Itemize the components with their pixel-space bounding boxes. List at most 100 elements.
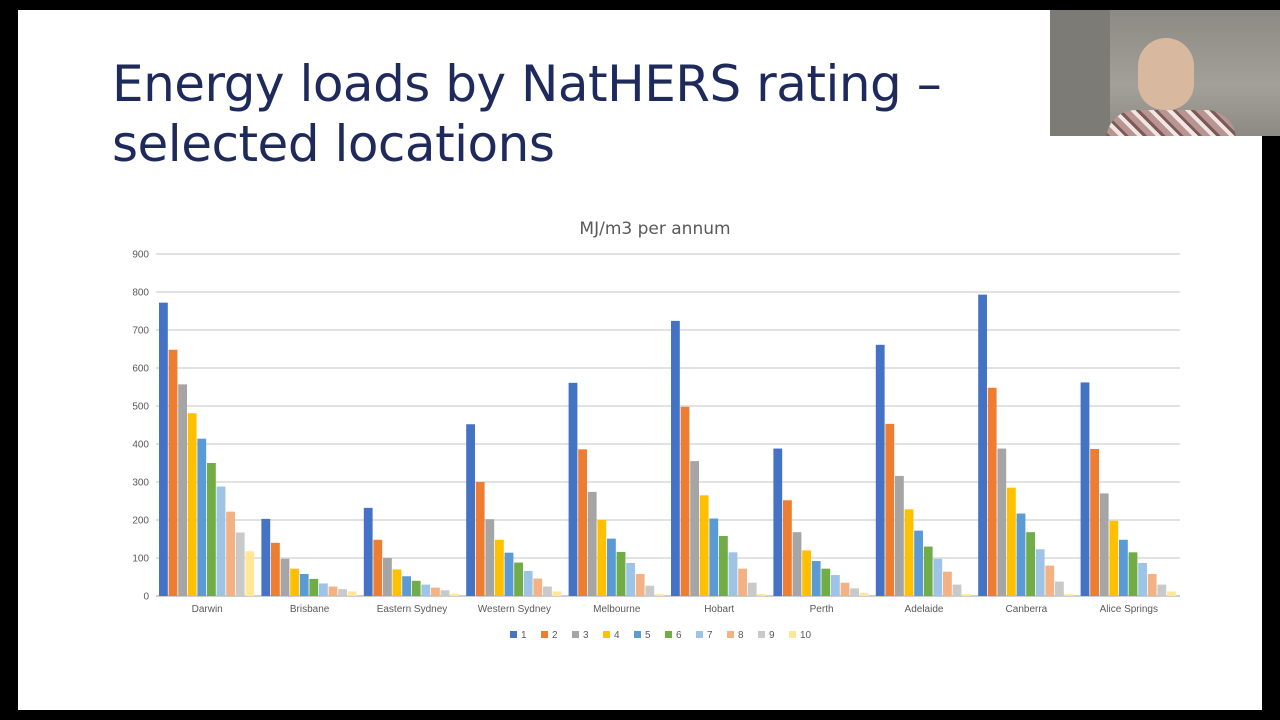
bar (952, 584, 962, 596)
legend-swatch (572, 631, 579, 638)
bar (914, 530, 923, 596)
bar (987, 387, 997, 596)
bar (309, 578, 319, 596)
presenter-head (1138, 38, 1194, 110)
bar (1064, 594, 1074, 596)
bar (671, 320, 680, 596)
bar (402, 576, 411, 596)
legend: 1 2 3 4 5 6 7 8 9 10 (510, 630, 812, 641)
bar (338, 589, 347, 596)
bar (1035, 549, 1045, 596)
y-axis-ticks: 0 100 200 300 400 500 600 700 800 900 (132, 250, 149, 603)
bar (1147, 573, 1157, 596)
x-tick-label: Canberra (1006, 604, 1048, 615)
bar (1090, 448, 1099, 596)
legend-swatch (696, 631, 703, 638)
bar (475, 482, 485, 596)
webcam-background (1050, 10, 1110, 136)
bar (552, 591, 562, 596)
bar (207, 463, 216, 596)
bar (840, 582, 850, 596)
x-tick-label: Eastern Sydney (377, 604, 448, 615)
bar (383, 558, 392, 596)
legend-label: 10 (800, 630, 812, 641)
y-tick-label: 700 (132, 326, 149, 337)
bar (1045, 565, 1055, 596)
bar (811, 561, 821, 596)
bar (319, 583, 328, 596)
webcam-video-feed (1050, 10, 1280, 136)
y-tick-label: 500 (132, 402, 149, 413)
bar (895, 475, 904, 596)
bar (738, 568, 747, 596)
x-tick-label: Hobart (704, 604, 734, 615)
y-tick-label: 800 (132, 288, 149, 299)
bar (802, 550, 811, 596)
bar (168, 349, 178, 596)
bar (280, 558, 290, 596)
bar (719, 535, 728, 596)
bar (197, 438, 207, 596)
bar (1157, 584, 1167, 596)
x-tick-label: Darwin (192, 604, 223, 615)
bar (299, 573, 309, 596)
bar (645, 585, 655, 596)
y-tick-label: 300 (132, 478, 149, 489)
bar (978, 294, 987, 596)
bar (680, 406, 690, 596)
bar (850, 588, 859, 596)
y-tick-label: 900 (132, 250, 149, 261)
bar (1109, 520, 1119, 596)
x-tick-label: Alice Springs (1100, 604, 1158, 615)
bar (411, 580, 421, 596)
legend-label: 6 (676, 630, 682, 641)
bar (757, 594, 767, 596)
bar (392, 569, 402, 596)
x-tick-label: Melbourne (593, 604, 641, 615)
bar (904, 509, 914, 596)
x-axis-labels: Darwin Brisbane Eastern Sydney Western Sydn… (192, 604, 1158, 615)
bar (699, 495, 709, 596)
bar (504, 552, 514, 596)
legend-swatch (758, 631, 765, 638)
bar (533, 578, 543, 596)
bar (616, 551, 626, 596)
bar (831, 575, 840, 596)
legend-label: 2 (552, 630, 558, 641)
bar (514, 562, 523, 596)
bar (495, 539, 504, 596)
bar (373, 539, 383, 596)
bar (568, 382, 578, 596)
bar (1128, 552, 1138, 596)
legend-label: 3 (583, 630, 589, 641)
legend-label: 7 (707, 630, 713, 641)
bar (1138, 562, 1147, 596)
slide-title: Energy loads by NatHERS rating – selecte… (112, 55, 942, 173)
bar (859, 592, 869, 596)
bar (709, 518, 719, 596)
y-tick-label: 200 (132, 516, 149, 527)
bar (783, 500, 792, 596)
bar (655, 594, 664, 596)
bar (1080, 382, 1090, 596)
y-tick-label: 600 (132, 364, 149, 375)
bar (235, 532, 245, 596)
bar (943, 571, 952, 596)
bar (431, 587, 440, 596)
y-tick-label: 400 (132, 440, 149, 451)
bar (450, 593, 459, 596)
legend-label: 8 (738, 630, 744, 641)
bar (290, 568, 299, 596)
bar (773, 448, 783, 596)
legend-swatch (634, 631, 641, 638)
bar (1016, 513, 1026, 596)
bar (523, 570, 533, 596)
bar (261, 518, 271, 596)
bar (635, 573, 645, 596)
bar (363, 507, 373, 596)
bar (997, 448, 1007, 596)
bar (597, 520, 607, 596)
bar (178, 384, 187, 596)
bar (885, 423, 895, 596)
